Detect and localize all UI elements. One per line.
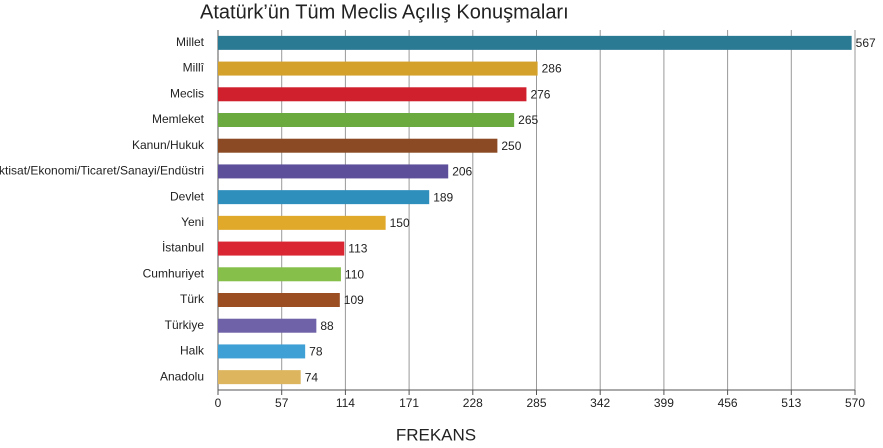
bar xyxy=(218,190,430,205)
bar xyxy=(218,215,386,230)
y-tick-label: Anadolu xyxy=(160,369,204,383)
x-axis-label: FREKANS xyxy=(396,425,476,444)
x-tick-label: 399 xyxy=(654,396,674,410)
bar xyxy=(218,267,341,282)
x-tick-label: 456 xyxy=(718,396,738,410)
bar xyxy=(218,138,498,153)
chart-title: Atatürk’ün Tüm Meclis Açılış Konuşmaları xyxy=(200,1,569,23)
data-label: 567 xyxy=(856,36,876,50)
bar xyxy=(218,61,538,76)
data-label: 150 xyxy=(390,216,410,230)
bar xyxy=(218,35,852,50)
data-label: 110 xyxy=(345,267,364,281)
data-label: 78 xyxy=(309,345,323,359)
y-tick-label: Türk xyxy=(180,292,205,306)
y-tick-label: Devlet xyxy=(170,189,205,203)
bar xyxy=(218,370,301,385)
x-tick-label: 114 xyxy=(336,396,355,410)
y-tick-label: Yeni xyxy=(181,215,204,229)
data-label: 206 xyxy=(452,165,472,179)
y-tick-label: Memleket xyxy=(152,112,205,126)
x-tick-label: 228 xyxy=(463,396,483,410)
data-label: 74 xyxy=(305,370,319,384)
y-tick-label: Millî xyxy=(183,61,205,75)
x-tick-label: 570 xyxy=(845,396,865,410)
y-tick-label: İktisat/Ekonomi/Ticaret/Sanayi/Endüstri xyxy=(0,164,204,178)
y-tick-label: Meclis xyxy=(170,86,204,100)
data-label: 189 xyxy=(433,190,453,204)
data-label: 88 xyxy=(320,319,334,333)
y-tick-label: İstanbul xyxy=(162,241,204,255)
y-tick-label: Cumhuriyet xyxy=(143,266,205,280)
x-tick-label: 171 xyxy=(399,396,419,410)
y-tick-label: Türkiye xyxy=(165,318,205,332)
x-tick-label: 342 xyxy=(590,396,610,410)
data-label: 276 xyxy=(530,87,550,101)
data-label: 286 xyxy=(542,62,562,76)
x-tick-label: 285 xyxy=(526,396,546,410)
x-tick-label: 0 xyxy=(215,396,222,410)
bar xyxy=(218,164,449,179)
data-label: 109 xyxy=(344,293,364,307)
data-label: 250 xyxy=(501,139,521,153)
bar xyxy=(218,344,306,359)
bar xyxy=(218,113,515,127)
data-label: 265 xyxy=(518,113,538,127)
y-tick-label: Kanun/Hukuk xyxy=(132,138,205,152)
x-tick-label: 513 xyxy=(781,396,801,410)
bar xyxy=(218,241,345,256)
y-tick-label: Halk xyxy=(180,344,205,358)
bar xyxy=(218,293,340,307)
y-tick-label: Millet xyxy=(176,35,205,49)
bar xyxy=(218,318,317,333)
data-label: 113 xyxy=(348,242,367,256)
bar xyxy=(218,87,527,102)
x-tick-label: 57 xyxy=(275,396,289,410)
